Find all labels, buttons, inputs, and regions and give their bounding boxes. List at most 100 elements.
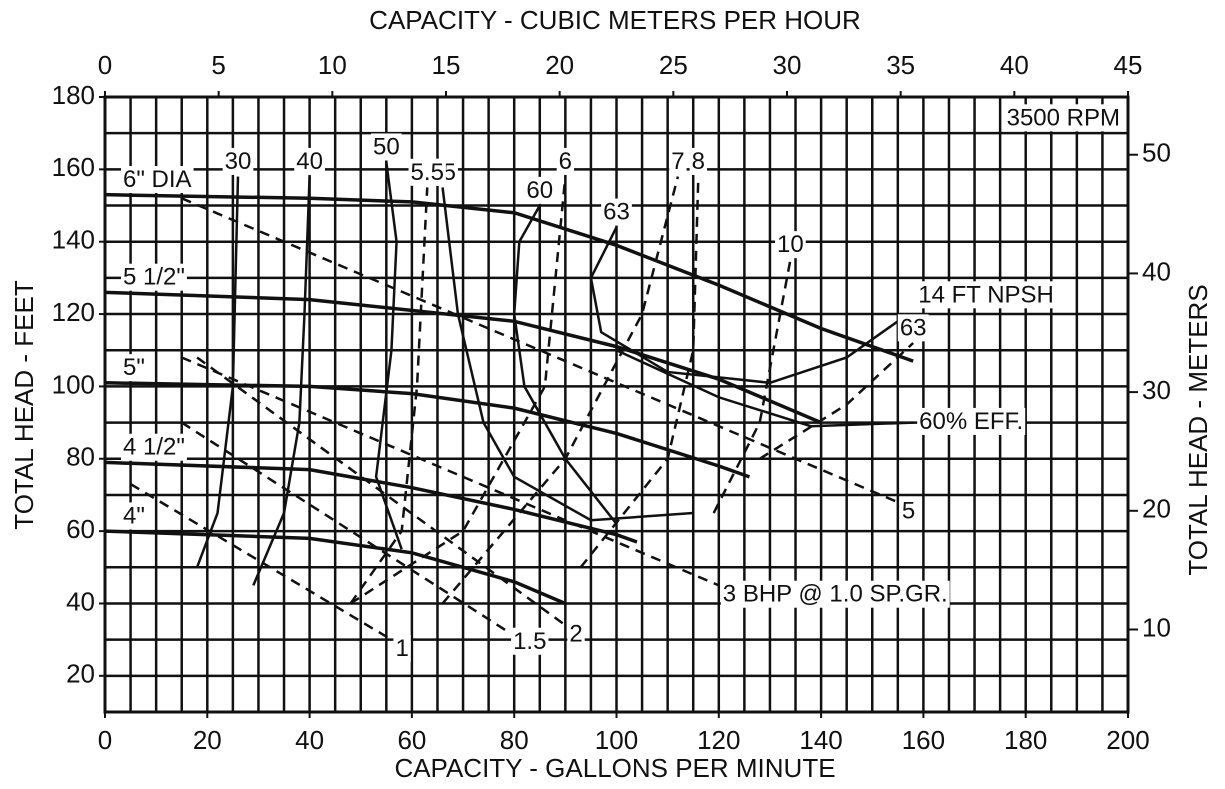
curve [104, 381, 751, 479]
x2-tick-label: 25 [659, 50, 688, 80]
y-axis-title: TOTAL HEAD - FEET [9, 280, 39, 530]
curve [712, 259, 792, 514]
x-tick-label: 180 [1004, 725, 1047, 755]
y-tick-label: 100 [52, 369, 95, 399]
label-background [899, 497, 918, 525]
label-background [121, 502, 147, 530]
x2-tick-label: 15 [432, 50, 461, 80]
y2-tick-label: 20 [1142, 494, 1171, 524]
y2-tick-label: 30 [1142, 375, 1171, 405]
x2-tick-label: 20 [545, 50, 574, 80]
x-tick-label: 100 [595, 725, 638, 755]
label-background [370, 133, 402, 161]
curve [181, 356, 720, 587]
x2-tick-label: 0 [98, 50, 112, 80]
x-tick-label: 0 [98, 725, 112, 755]
label-background [669, 147, 687, 175]
curve [196, 356, 567, 627]
curve-label: 4 1/2" [123, 434, 185, 461]
curve-label: 3 BHP @ 1.0 SP.GR. [723, 581, 948, 608]
curve [374, 161, 403, 550]
curve [759, 342, 915, 460]
label-background [916, 281, 1056, 309]
curve [512, 204, 618, 525]
curve [181, 197, 899, 504]
label-background [121, 263, 187, 291]
x2-tick-label: 30 [773, 50, 802, 80]
curve [181, 421, 510, 634]
x-tick-label: 20 [193, 725, 222, 755]
curve-label: 5" [123, 354, 145, 381]
y-tick-label: 20 [66, 659, 95, 689]
curve-label: 6 [559, 148, 572, 175]
x-tick-label: 40 [295, 725, 324, 755]
y-tick-label: 120 [52, 297, 95, 327]
x-tick-label: 140 [799, 725, 842, 755]
curve [349, 187, 429, 605]
label-background [511, 627, 549, 655]
curve [104, 460, 638, 544]
curve-label: 60% EFF. [919, 408, 1023, 435]
y-tick-label: 160 [52, 152, 95, 182]
label-background [775, 231, 806, 259]
curve-label: 10 [777, 231, 804, 258]
label-background [393, 634, 411, 662]
label-background [689, 147, 708, 175]
curve [589, 226, 909, 385]
x2-axis-title: CAPACITY - CUBIC METERS PER HOUR [369, 5, 861, 35]
label-background [524, 176, 556, 204]
curve-label: 4" [123, 502, 145, 529]
y2-tick-label: 10 [1142, 612, 1171, 642]
x-tick-label: 60 [397, 725, 426, 755]
curve-label: 14 FT NPSH [918, 281, 1054, 308]
y-tick-label: 60 [66, 514, 95, 544]
label-background [917, 407, 1026, 435]
y2-tick-label: 50 [1142, 138, 1171, 168]
curve-label: 40 [296, 148, 323, 175]
curve [615, 349, 914, 428]
x2-tick-label: 5 [211, 50, 225, 80]
curve-label: 5 [902, 498, 915, 525]
x-tick-label: 160 [902, 725, 945, 755]
curve-label: 3500 RPM [1007, 104, 1120, 131]
curve [104, 529, 567, 606]
curve [252, 176, 311, 586]
x2-tick-label: 40 [1000, 50, 1029, 80]
curve-label: 63 [900, 314, 927, 341]
curve [579, 176, 700, 569]
curve-label: 5 1/2" [123, 264, 185, 291]
curve-label: 7 [671, 148, 684, 175]
curve-label: 1.5 [513, 628, 546, 655]
x-axis-title: CAPACITY - GALLONS PER MINUTE [394, 753, 835, 783]
curve [104, 290, 822, 425]
y-tick-label: 80 [66, 442, 95, 472]
curve-label: 8 [692, 148, 705, 175]
curve [441, 176, 680, 605]
y-tick-label: 40 [66, 586, 95, 616]
x2-tick-label: 10 [318, 50, 347, 80]
curve-label: 63 [603, 199, 630, 226]
y2-axis-title: TOTAL HEAD - METERS [1183, 284, 1213, 575]
label-background [1004, 104, 1122, 132]
curve-label: 2 [569, 621, 582, 648]
y2-tick-label: 40 [1142, 256, 1171, 286]
curve-label: 50 [373, 133, 400, 160]
y-tick-label: 140 [52, 225, 95, 255]
curve [129, 483, 393, 641]
label-background [720, 580, 950, 608]
curve-label: 5.5 [411, 159, 444, 186]
curve-label: 60 [526, 177, 553, 204]
x2-tick-label: 35 [886, 50, 915, 80]
label-background [121, 166, 194, 194]
label-background [121, 433, 187, 461]
curve [104, 192, 914, 363]
x-tick-label: 80 [500, 725, 529, 755]
x2-tick-label: 45 [1114, 50, 1143, 80]
label-background [222, 147, 254, 175]
curve-label: 1 [395, 635, 408, 662]
curve-label: 30 [225, 148, 252, 175]
x-tick-label: 200 [1106, 725, 1149, 755]
label-background [897, 314, 929, 342]
curve [441, 187, 694, 522]
